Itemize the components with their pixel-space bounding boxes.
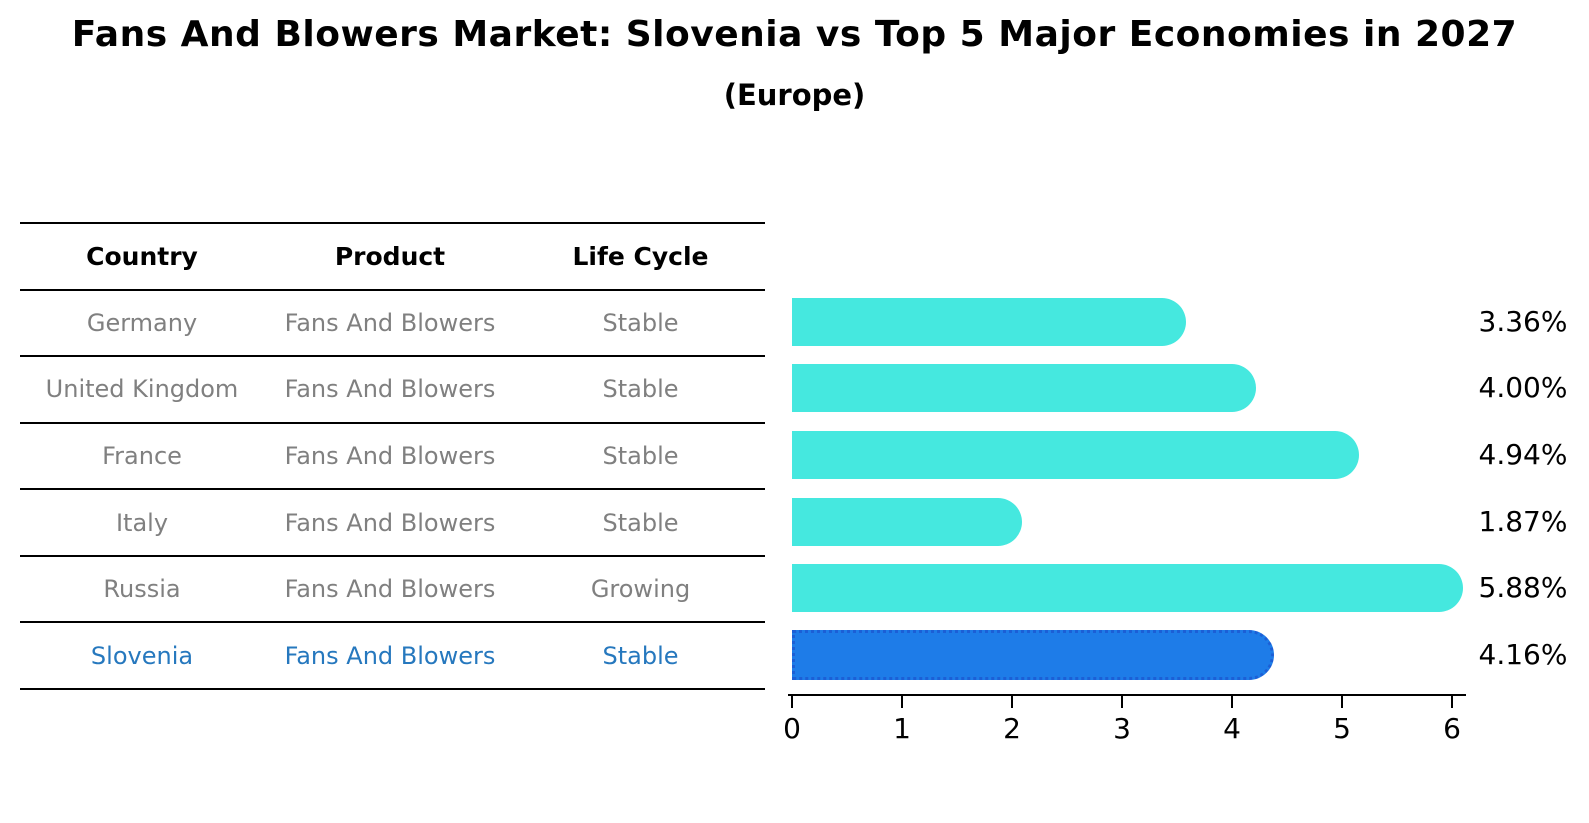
table-body: Germany Fans And Blowers Stable United King… xyxy=(20,288,765,688)
table-header-product: Product xyxy=(334,241,446,271)
x-tick-label-1: 1 xyxy=(893,712,911,745)
bar-france xyxy=(792,431,1359,479)
x-tick-mark-6 xyxy=(1451,696,1453,708)
cell-country: Slovenia xyxy=(90,641,194,670)
table-row-united-kingdom: United Kingdom Fans And Blowers Stable xyxy=(20,355,765,422)
bar-italy xyxy=(792,498,1022,546)
table-row-slovenia: Slovenia Fans And Blowers Stable xyxy=(20,621,765,688)
x-tick-mark-2 xyxy=(1011,696,1013,708)
value-label-united-kingdom: 4.00% xyxy=(1478,371,1568,404)
x-tick-label-6: 6 xyxy=(1443,712,1461,745)
cell-product: Fans And Blowers xyxy=(284,641,496,670)
cell-life-cycle: Stable xyxy=(602,641,679,670)
table-row-germany: Germany Fans And Blowers Stable xyxy=(20,288,765,356)
chart-title: Fans And Blowers Market: Slovenia vs Top… xyxy=(71,14,1518,55)
bar-slovenia xyxy=(792,630,1274,680)
bar-russia xyxy=(792,564,1463,612)
table-header-row: Country Product Life Cycle xyxy=(20,222,765,289)
cell-country: Russia xyxy=(103,575,181,604)
x-tick-label-5: 5 xyxy=(1333,712,1351,745)
chart-subtitle: (Europe) xyxy=(723,78,866,112)
cell-product: Fans And Blowers xyxy=(284,375,496,404)
value-label-russia: 5.88% xyxy=(1478,571,1568,604)
x-tick-mark-0 xyxy=(791,696,793,708)
value-label-france: 4.94% xyxy=(1478,438,1568,471)
x-tick-mark-1 xyxy=(901,696,903,708)
value-label-slovenia: 4.16% xyxy=(1478,638,1568,671)
table-row-russia: Russia Fans And Blowers Growing xyxy=(20,554,765,622)
table-header-country: Country xyxy=(86,241,198,271)
value-label-germany: 3.36% xyxy=(1478,305,1568,338)
x-tick-label-4: 4 xyxy=(1223,712,1241,745)
cell-product: Fans And Blowers xyxy=(284,441,496,470)
table-header-life-cycle: Life Cycle xyxy=(572,241,709,271)
x-tick-mark-3 xyxy=(1121,696,1123,708)
cell-country: Italy xyxy=(115,508,169,537)
cell-country: Germany xyxy=(86,308,198,337)
cell-life-cycle: Stable xyxy=(602,375,679,404)
cell-life-cycle: Stable xyxy=(602,441,679,470)
table-row-italy: Italy Fans And Blowers Stable xyxy=(20,488,765,555)
cell-country: United Kingdom xyxy=(45,375,239,404)
x-axis-line xyxy=(788,694,1466,696)
bar-united-kingdom xyxy=(792,364,1256,412)
table-row-france: France Fans And Blowers Stable xyxy=(20,421,765,489)
country-table: Country Product Life Cycle Germany Fans And… xyxy=(20,222,765,690)
x-tick-mark-4 xyxy=(1231,696,1233,708)
cell-life-cycle: Stable xyxy=(602,508,679,537)
x-tick-label-2: 2 xyxy=(1003,712,1021,745)
x-tick-label-0: 0 xyxy=(783,712,801,745)
cell-life-cycle: Growing xyxy=(590,575,691,604)
value-label-italy: 1.87% xyxy=(1478,505,1568,538)
cell-life-cycle: Stable xyxy=(602,308,679,337)
x-tick-mark-5 xyxy=(1341,696,1343,708)
cell-product: Fans And Blowers xyxy=(284,575,496,604)
cell-country: France xyxy=(102,441,182,470)
cell-product: Fans And Blowers xyxy=(284,308,496,337)
cell-product: Fans And Blowers xyxy=(284,508,496,537)
x-tick-label-3: 3 xyxy=(1113,712,1131,745)
bar-germany xyxy=(792,298,1186,346)
